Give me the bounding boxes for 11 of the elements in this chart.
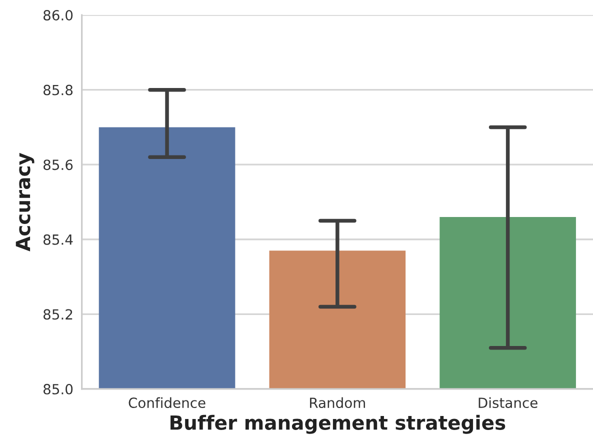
y-tick-label: 85.6: [44, 160, 73, 170]
y-tick-label: 85.0: [44, 384, 73, 394]
y-axis-title: Accuracy: [16, 152, 34, 252]
x-tick-label: Distance: [478, 397, 538, 408]
x-axis-title: Buffer management strategies: [170, 414, 506, 434]
y-tick-label: 85.8: [44, 84, 73, 96]
x-tick-label: Confidence: [128, 397, 206, 408]
x-tick-label: Random: [310, 397, 365, 408]
y-tick-label: 85.2: [44, 309, 72, 320]
y-tick-label: 86.0: [44, 10, 73, 20]
y-tick-label: 85.4: [44, 234, 73, 245]
